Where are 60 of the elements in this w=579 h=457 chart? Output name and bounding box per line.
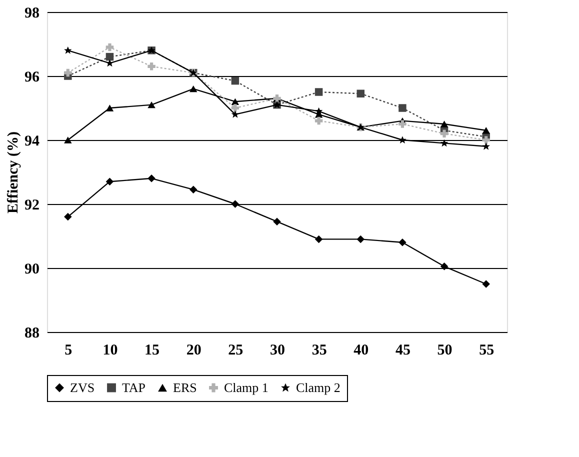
point	[440, 120, 448, 128]
x-tick-label: 10	[102, 342, 118, 358]
point	[314, 235, 323, 244]
x-tick-label: 45	[395, 342, 410, 358]
x-tick-label: 30	[270, 342, 285, 358]
point	[231, 200, 240, 208]
point	[482, 127, 490, 134]
point	[189, 85, 198, 92]
point	[231, 104, 240, 112]
point	[356, 90, 365, 98]
point	[440, 262, 448, 270]
point	[314, 88, 323, 96]
point	[482, 142, 490, 150]
point	[106, 59, 114, 67]
point	[440, 130, 448, 138]
point	[148, 174, 156, 182]
x-tick-label: 40	[354, 342, 369, 358]
point	[314, 107, 323, 115]
x-tick-label: 35	[312, 342, 327, 358]
point	[148, 62, 156, 70]
legend-label: ZVS	[70, 380, 95, 395]
point	[106, 43, 114, 52]
x-tick-label: 5	[64, 342, 72, 358]
point	[440, 139, 448, 147]
point	[273, 218, 281, 226]
x-tick-label: 55	[479, 342, 494, 358]
legend-label: Clamp 1	[224, 380, 268, 395]
point	[398, 136, 406, 144]
x-tick-label: 15	[144, 342, 160, 358]
point	[64, 68, 72, 77]
y-tick-label: 92	[24, 198, 40, 214]
y-tick-label: 96	[24, 70, 40, 86]
point	[356, 235, 365, 244]
point	[231, 110, 240, 118]
point	[64, 212, 72, 221]
point	[64, 46, 72, 54]
point	[482, 136, 490, 144]
point	[231, 76, 240, 85]
point	[64, 136, 72, 144]
y-axis-title: Effiency (%)	[6, 131, 22, 214]
point	[148, 101, 156, 108]
y-tick-label: 90	[24, 262, 40, 278]
legend-label: TAP	[122, 380, 146, 395]
point	[106, 52, 114, 61]
point	[314, 116, 323, 125]
point	[398, 104, 406, 112]
y-tick-label: 88	[24, 326, 40, 342]
point	[106, 178, 114, 186]
x-tick-label: 20	[186, 342, 202, 358]
point	[482, 280, 490, 288]
legend-label: Clamp 2	[296, 380, 340, 395]
y-tick-label: 98	[24, 6, 40, 22]
y-tick-label: 94	[24, 134, 40, 150]
legend-label: ERS	[173, 380, 197, 395]
point	[189, 186, 198, 194]
x-tick-label: 25	[228, 342, 244, 358]
point	[398, 120, 406, 128]
x-tick-label: 50	[437, 342, 452, 358]
point	[106, 104, 114, 112]
point	[398, 238, 406, 246]
